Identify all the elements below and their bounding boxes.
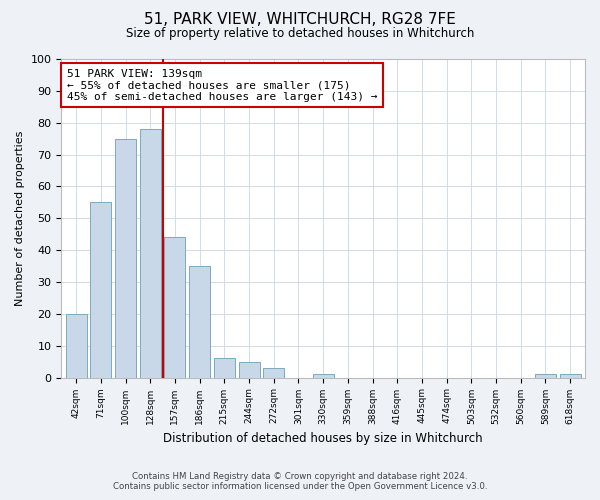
Bar <box>263 368 284 378</box>
Bar <box>189 266 210 378</box>
Text: 51 PARK VIEW: 139sqm
← 55% of detached houses are smaller (175)
45% of semi-deta: 51 PARK VIEW: 139sqm ← 55% of detached h… <box>67 68 377 102</box>
Bar <box>140 129 161 378</box>
Bar <box>164 238 185 378</box>
Bar <box>214 358 235 378</box>
Text: Size of property relative to detached houses in Whitchurch: Size of property relative to detached ho… <box>126 28 474 40</box>
Bar <box>115 138 136 378</box>
Bar <box>560 374 581 378</box>
Bar <box>535 374 556 378</box>
Bar <box>65 314 86 378</box>
Text: 51, PARK VIEW, WHITCHURCH, RG28 7FE: 51, PARK VIEW, WHITCHURCH, RG28 7FE <box>144 12 456 28</box>
Y-axis label: Number of detached properties: Number of detached properties <box>15 130 25 306</box>
Text: Contains HM Land Registry data © Crown copyright and database right 2024.
Contai: Contains HM Land Registry data © Crown c… <box>113 472 487 491</box>
X-axis label: Distribution of detached houses by size in Whitchurch: Distribution of detached houses by size … <box>163 432 483 445</box>
Bar <box>239 362 260 378</box>
Bar <box>91 202 112 378</box>
Bar <box>313 374 334 378</box>
